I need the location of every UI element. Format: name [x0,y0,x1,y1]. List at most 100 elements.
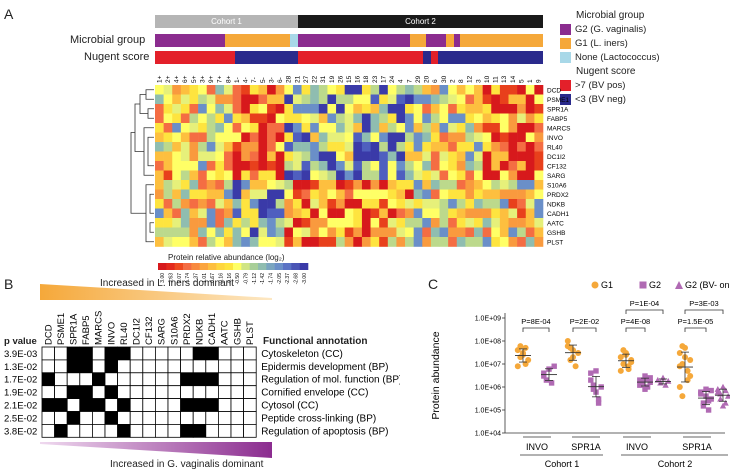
heatmap-cell [456,199,466,209]
heatmap-cell [232,227,242,238]
heatmap-cell [206,218,216,228]
heatmap-cell [405,132,414,143]
heatmap-cell [267,170,277,181]
heatmap-cell [396,132,406,143]
heatmap-cell [379,180,389,190]
heatmap-cell [189,199,199,209]
heatmap-cell [361,132,371,143]
heatmap-cell [482,227,492,238]
heatmap-cell [241,227,251,238]
heatmap-cell [258,218,268,228]
heatmap-cell [301,94,311,105]
heatmap-cell [396,123,406,133]
heatmap-cell [284,180,294,190]
heatmap-cell [499,170,509,181]
heatmap-cell [387,113,397,124]
data-point [590,382,597,388]
heatmap-cell [361,189,371,200]
heatmap-cell [215,85,225,95]
heatmap-cell [318,237,328,247]
heatmap-cell [301,123,311,133]
heatmap-cell [284,132,294,143]
heatmap-cell [327,227,337,238]
dendrogram [130,89,154,243]
cohort-1-bar: Cohort 1 [155,15,298,28]
scale-tick: -3.00 [302,273,308,285]
heatmap-cell [318,227,328,238]
heatmap-cell [232,132,242,143]
heatmap-cell [353,227,363,238]
heatmap-cell [327,208,337,219]
heatmap-cell [534,237,544,247]
go-cell [92,372,106,387]
scale-tick: -1.74 [269,273,275,285]
go-column-label: AATC [220,320,231,345]
go-cell [92,424,106,438]
heatmap-cell [448,199,458,209]
heatmap-cell [379,113,389,124]
heatmap-cell [517,113,527,124]
sample-label: 27 [303,75,310,83]
heatmap-cell [482,170,492,181]
heatmap-cell [258,104,268,114]
heatmap-cell [232,142,242,152]
go-cell [54,359,68,374]
heatmap-cell [517,161,527,171]
heatmap-cell [413,132,423,143]
go-column-label: CF132 [144,316,155,345]
protein-label: MARCS [547,126,571,133]
heatmap-cell [456,161,466,171]
heatmap-cell [249,142,259,152]
heatmap-cell [353,94,363,105]
heatmap-cell [370,113,380,124]
heatmap-cell [155,151,164,162]
go-cell [205,372,219,387]
heatmap-cell [336,180,345,190]
heatmap-cell [430,227,440,238]
go-cell [104,359,119,374]
heatmap-cell [172,123,182,133]
heatmap-cell [482,199,492,209]
heatmap-cell [267,237,277,247]
heatmap-cell [292,142,302,152]
heatmap-cell [206,208,216,219]
significance-bracket [572,327,597,332]
heatmap-cell [491,227,501,238]
heatmap-cell [430,113,440,124]
heatmap-cell [336,113,345,124]
scale-title: Protein relative abundance (log₂) [168,253,285,262]
scale-tick: 3.00 [160,273,166,283]
y-axis-label: Protein abundance [430,331,442,419]
heatmap-cell [267,161,277,171]
heatmap-cell [292,104,302,114]
scale-tick: 0.67 [210,273,216,283]
top-arrow [40,284,272,300]
heatmap-cell [439,189,449,200]
scale-tick: -0.50 [235,273,241,285]
go-pvalue: 3.8E-02 [4,426,37,437]
protein-label: CF132 [547,164,567,171]
heatmap-cell [172,227,182,238]
heatmap-cell [223,161,233,171]
protein-label: NDKB [547,202,565,209]
heatmap-cell [275,189,285,200]
heatmap-cell [180,113,190,124]
heatmap-cell [422,237,432,247]
go-column-label: S10A6 [169,316,180,345]
heatmap-cell [361,218,371,228]
scale-swatch [266,263,275,270]
heatmap-cell [258,85,268,95]
heatmap-cell [267,218,277,228]
heatmap-cell [379,199,389,209]
heatmap-cell [241,237,251,247]
scale-swatch [249,263,259,270]
heatmap-cell [353,180,363,190]
heatmap-cell [232,123,242,133]
heatmap-cell [491,104,501,114]
scale-tick: 2.63 [169,273,175,283]
heatmap-cell [336,189,345,200]
heatmap-cell [284,85,294,95]
heatmap-cell [215,142,225,152]
heatmap-cell [172,237,182,247]
heatmap-cell [336,85,345,95]
